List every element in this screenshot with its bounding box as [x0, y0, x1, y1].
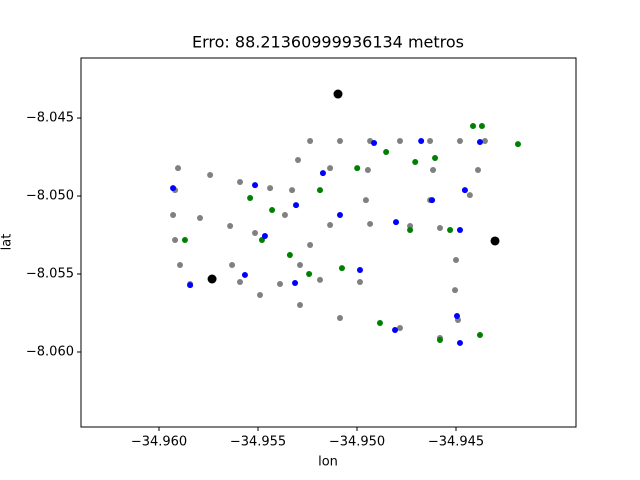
point	[427, 137, 434, 144]
point	[392, 326, 399, 333]
y-axis-label: lat	[0, 234, 15, 251]
point	[261, 232, 268, 239]
x-tick-label: −34.945	[428, 435, 484, 450]
point	[276, 280, 283, 287]
point	[364, 166, 371, 173]
x-tick-label: −34.955	[230, 435, 286, 450]
point	[327, 165, 334, 172]
point	[172, 237, 179, 244]
point	[269, 207, 276, 214]
point	[187, 282, 194, 289]
point	[429, 197, 436, 204]
point	[252, 182, 259, 189]
point	[396, 137, 403, 144]
point	[454, 312, 461, 319]
point	[336, 212, 343, 219]
point	[396, 324, 403, 331]
x-axis-label: lon	[318, 455, 338, 470]
point	[470, 122, 477, 129]
point	[307, 241, 314, 248]
point	[306, 271, 313, 278]
point	[338, 265, 345, 272]
point	[292, 280, 299, 287]
point	[289, 187, 296, 194]
point	[456, 227, 463, 234]
point	[267, 185, 274, 192]
point	[476, 139, 483, 146]
point	[336, 137, 343, 144]
point	[316, 187, 323, 194]
chart-title: Erro: 88.21360999936134 metros	[192, 33, 464, 52]
x-tick-label: −34.950	[329, 435, 385, 450]
point	[452, 287, 459, 294]
point	[207, 171, 214, 178]
point	[367, 220, 374, 227]
point	[447, 227, 454, 234]
point	[418, 137, 425, 144]
point	[286, 251, 293, 258]
point	[207, 274, 217, 284]
point	[236, 178, 243, 185]
point	[227, 222, 234, 229]
point	[383, 149, 390, 156]
point	[229, 261, 236, 268]
point	[466, 192, 473, 199]
point	[461, 187, 468, 194]
point	[474, 166, 481, 173]
point	[236, 278, 243, 285]
point	[430, 166, 437, 173]
point	[490, 236, 500, 246]
point	[393, 219, 400, 226]
point	[177, 261, 183, 268]
point	[407, 227, 414, 234]
point	[333, 89, 343, 99]
plot-area	[170, 89, 521, 346]
point	[247, 195, 254, 202]
point	[293, 202, 300, 209]
x-tick-label: −34.960	[131, 435, 187, 450]
point	[170, 185, 177, 192]
point	[376, 319, 383, 326]
point	[256, 292, 263, 299]
point	[432, 154, 439, 161]
point	[170, 212, 177, 219]
y-tick-label: −8.050	[26, 189, 74, 204]
point	[296, 261, 303, 268]
point	[476, 331, 483, 338]
point	[296, 302, 303, 309]
point	[514, 141, 521, 148]
point	[175, 165, 182, 172]
point	[327, 222, 334, 229]
point	[319, 170, 326, 177]
point	[252, 229, 259, 236]
point	[354, 165, 361, 172]
y-tick-label: −8.055	[26, 267, 74, 282]
point	[371, 139, 378, 146]
point	[307, 137, 314, 144]
point	[241, 271, 248, 278]
point	[481, 137, 488, 144]
point	[356, 278, 363, 285]
axes-frame	[80, 57, 577, 428]
point	[412, 159, 419, 166]
point	[295, 156, 302, 163]
point	[436, 336, 443, 343]
y-tick-label: −8.045	[26, 111, 74, 126]
point	[456, 339, 463, 346]
point	[453, 256, 460, 263]
point	[316, 276, 323, 283]
point	[336, 314, 343, 321]
point	[478, 122, 485, 129]
point	[181, 237, 188, 244]
point	[362, 197, 369, 204]
point	[436, 224, 443, 231]
y-tick-label: −8.060	[26, 344, 74, 359]
point	[356, 266, 363, 273]
point	[456, 137, 463, 144]
point	[196, 215, 203, 222]
point	[281, 212, 288, 219]
